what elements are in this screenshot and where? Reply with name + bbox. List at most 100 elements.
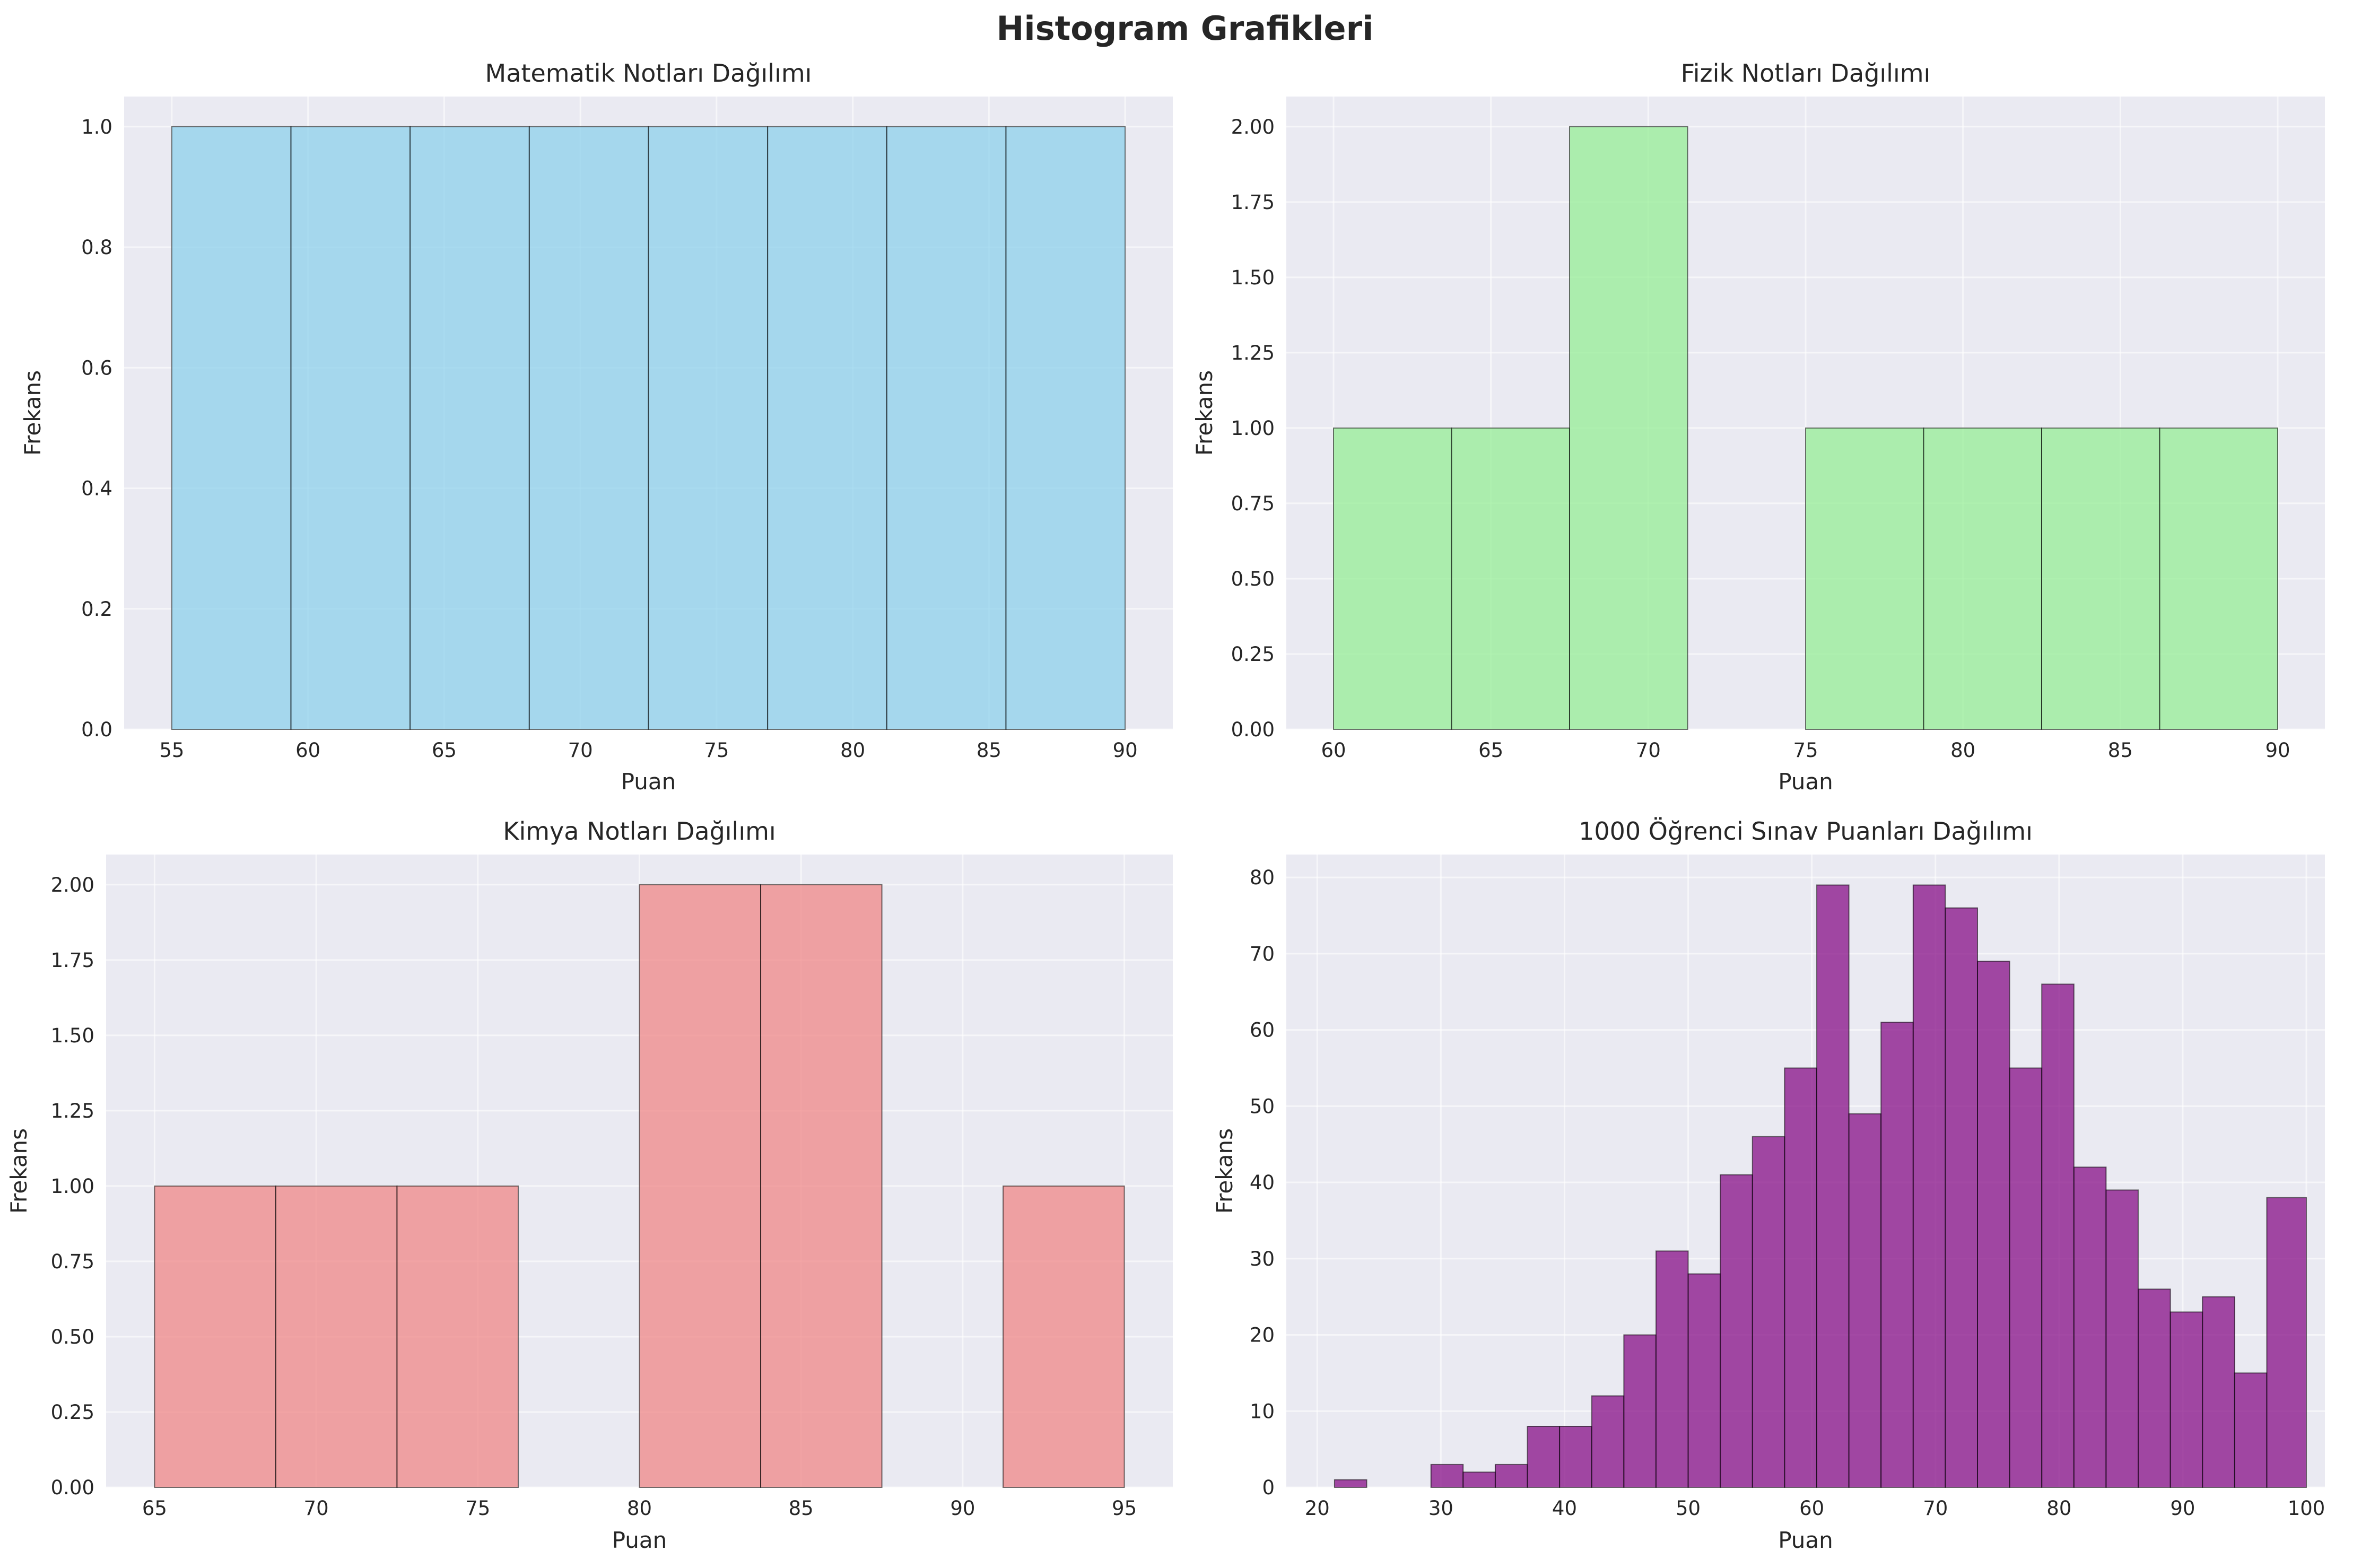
y-tick-label: 1.00 [1231, 417, 1275, 440]
histogram-bar [1923, 427, 2042, 730]
y-tick-label: 40 [1250, 1171, 1275, 1194]
y-tick-label: 1.00 [51, 1175, 94, 1198]
x-axis-label: Puan [621, 769, 676, 795]
x-tick-label: 85 [2108, 739, 2133, 762]
y-tick-label: 0.6 [81, 356, 112, 379]
histogram-panel-3: 65 70 75 80 85 90 95 0.00 0.25 0.50 0.75 1.00 1.25 1.… [6, 817, 1173, 1553]
histogram-bar [1623, 1334, 1657, 1488]
y-tick-label: 0.50 [1231, 568, 1275, 590]
y-tick-label: 1.50 [1231, 266, 1275, 289]
y-axis-label: Frekans [6, 1128, 32, 1214]
histogram-bar [2105, 1189, 2139, 1488]
histogram-bar [2041, 427, 2160, 730]
y-tick-label: 0.50 [51, 1326, 94, 1348]
histogram-bar [1880, 1022, 1914, 1488]
x-tick-label: 90 [2170, 1497, 2195, 1520]
histogram-bar [1591, 1395, 1625, 1488]
y-tick-label: 50 [1250, 1095, 1275, 1118]
histogram-bar [2234, 1372, 2268, 1488]
x-tick-label: 85 [977, 739, 1001, 762]
panel-title: 1000 Öğrenci Sınav Puanları Dağılımı [1579, 817, 2033, 846]
y-tick-label: 0.25 [51, 1401, 94, 1424]
y-tick-label: 0.75 [51, 1250, 94, 1273]
histogram-bar [409, 126, 530, 730]
y-tick-label: 0.4 [81, 477, 112, 500]
x-tick-label: 75 [1793, 739, 1818, 762]
x-tick-label: 60 [1799, 1497, 1824, 1520]
y-tick-label: 0.2 [81, 598, 112, 621]
x-tick-label: 90 [950, 1497, 975, 1520]
histogram-bar [1784, 1067, 1817, 1488]
histogram-panel-4: 20 30 40 50 60 70 80 90 100 0 10 20 30 40 50 60 70 80 1000… [1212, 817, 2325, 1553]
y-tick-label: 2.00 [1231, 116, 1275, 138]
histogram-bar [2266, 1197, 2307, 1488]
histogram-bar [1527, 1426, 1561, 1488]
x-tick-label: 75 [465, 1497, 490, 1520]
panel-title: Kimya Notları Dağılımı [503, 817, 776, 846]
y-tick-label: 0.00 [1231, 718, 1275, 741]
x-tick-label: 20 [1305, 1497, 1330, 1520]
histogram-bar [1816, 884, 1850, 1488]
histogram-bar [1430, 1464, 1464, 1488]
y-tick-label: 1.25 [51, 1100, 94, 1122]
y-tick-label: 80 [1250, 866, 1275, 889]
x-tick-label: 30 [1428, 1497, 1453, 1520]
histogram-bar [1945, 907, 1979, 1488]
y-axis-label: Frekans [1191, 370, 1217, 456]
x-tick-label: 70 [304, 1497, 329, 1520]
y-tick-label: 1.75 [1231, 191, 1275, 214]
y-axis-label: Frekans [20, 370, 46, 456]
histogram-panel-2: 60 65 70 75 80 85 90 0.00 0.25 0.50 0.75 1.00 1.25 1.… [1191, 59, 2325, 795]
y-tick-label: 1.0 [81, 116, 112, 138]
histogram-bar [1494, 1464, 1528, 1488]
histogram-bar [2138, 1288, 2171, 1488]
histogram-bar [1720, 1174, 1753, 1488]
histogram-bar [1977, 961, 2010, 1488]
x-tick-label: 65 [142, 1497, 167, 1520]
x-tick-label: 40 [1552, 1497, 1577, 1520]
histogram-bar [528, 126, 649, 730]
histogram-bar [1569, 126, 1688, 730]
histogram-bar [1655, 1250, 1689, 1488]
x-tick-label: 70 [1636, 739, 1661, 762]
x-axis-label: Puan [1778, 1527, 1833, 1553]
figure-title: Histogram Grafikleri [997, 9, 1374, 48]
panel-title: Fizik Notları Dağılımı [1681, 59, 1931, 88]
histogram-bar [1451, 427, 1570, 730]
histogram-bar [639, 884, 762, 1488]
histogram-bar [396, 1185, 519, 1488]
histogram-bar [2041, 983, 2075, 1488]
histogram-bar [1334, 1479, 1367, 1488]
x-tick-label: 55 [159, 739, 184, 762]
histogram-bar [1805, 427, 1924, 730]
x-tick-label: 100 [2288, 1497, 2325, 1520]
x-tick-label: 50 [1676, 1497, 1701, 1520]
x-tick-label: 80 [1950, 739, 1975, 762]
y-tick-label: 0.75 [1231, 492, 1275, 515]
x-tick-label: 70 [568, 739, 593, 762]
y-tick-label: 30 [1250, 1248, 1275, 1270]
histogram-bar [1005, 126, 1126, 730]
histogram-bar [2009, 1067, 2043, 1488]
x-tick-label: 85 [789, 1497, 814, 1520]
histogram-bar [2169, 1311, 2203, 1488]
x-tick-label: 95 [1112, 1497, 1137, 1520]
y-tick-label: 1.50 [51, 1024, 94, 1047]
histogram-bar [2202, 1296, 2235, 1488]
x-axis-label: Puan [612, 1527, 667, 1553]
x-tick-label: 90 [2265, 739, 2290, 762]
histogram-bar [2159, 427, 2278, 730]
histogram-bar [1752, 1136, 1785, 1488]
histogram-bar [1848, 1113, 1882, 1488]
x-tick-label: 80 [840, 739, 865, 762]
histogram-bar [171, 126, 292, 730]
y-tick-label: 0.25 [1231, 643, 1275, 666]
x-tick-label: 60 [295, 739, 320, 762]
histogram-bar [1333, 427, 1452, 730]
y-tick-label: 0.0 [81, 718, 112, 741]
histogram-bar [886, 126, 1007, 730]
x-tick-label: 90 [1113, 739, 1138, 762]
histogram-bar [1687, 1273, 1721, 1488]
x-tick-label: 80 [627, 1497, 652, 1520]
